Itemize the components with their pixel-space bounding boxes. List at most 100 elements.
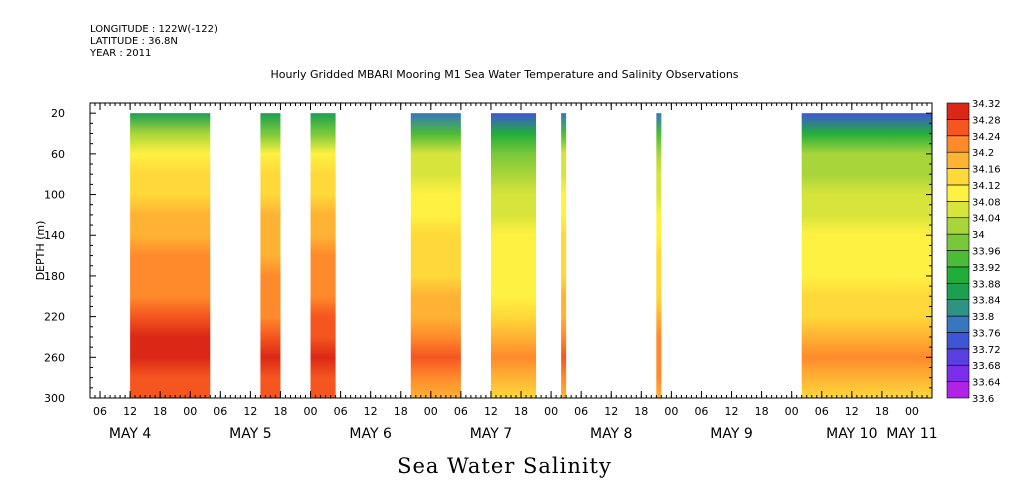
data-segment <box>561 113 567 398</box>
colorbar-cell <box>946 364 970 382</box>
colorbar-label: 34.08 <box>972 197 1001 208</box>
colorbar-cell <box>946 266 970 284</box>
x-tick-label: 12 <box>484 405 498 418</box>
colorbar-label: 33.76 <box>972 328 1001 339</box>
year-label: YEAR : 2011 <box>90 48 152 59</box>
colorbar-label: 34.28 <box>972 115 1001 126</box>
x-tick-label: 12 <box>725 405 739 418</box>
colorbar-cell <box>946 315 970 333</box>
colorbar-cell <box>946 348 970 366</box>
x-day-label: MAY 5 <box>229 426 271 442</box>
colorbar-label: 34.2 <box>972 148 994 159</box>
x-tick-label: 18 <box>634 405 648 418</box>
colorbar-label: 34.12 <box>972 181 1001 192</box>
x-tick-label: 12 <box>604 405 618 418</box>
colorbar-cell <box>946 201 970 219</box>
x-tick-label: 18 <box>755 405 769 418</box>
x-tick-label: 00 <box>424 405 438 418</box>
colorbar-cell <box>946 233 970 251</box>
x-day-label: MAY 10 <box>826 426 877 442</box>
x-tick-label: 00 <box>544 405 558 418</box>
x-tick-label: 18 <box>514 405 528 418</box>
data-segment <box>656 113 662 398</box>
y-axis-label: DEPTH (m) <box>34 221 47 281</box>
colorbar-label: 33.64 <box>972 378 1001 389</box>
colorbar-cell <box>946 119 970 137</box>
colorbar-cell <box>946 332 970 350</box>
y-tick-label: 220 <box>44 311 65 324</box>
data-segment <box>310 113 336 398</box>
colorbar-label: 34.32 <box>972 99 1001 110</box>
x-day-label: MAY 8 <box>590 426 632 442</box>
chart-title: Hourly Gridded MBARI Mooring M1 Sea Wate… <box>270 68 739 81</box>
data-segment <box>490 113 537 398</box>
x-day-label: MAY 11 <box>886 426 937 442</box>
colorbar-cell <box>946 135 970 153</box>
x-tick-label: 18 <box>273 405 287 418</box>
x-tick-label: 18 <box>875 405 889 418</box>
x-tick-label: 06 <box>213 405 227 418</box>
x-tick-label: 00 <box>183 405 197 418</box>
data-segments-layer <box>130 113 932 398</box>
x-day-label: MAY 6 <box>349 426 392 442</box>
x-tick-label: 12 <box>364 405 378 418</box>
colorbar-label: 33.88 <box>972 279 1001 290</box>
x-day-label: MAY 4 <box>109 426 152 442</box>
x-tick-label: 06 <box>815 405 829 418</box>
colorbar-cell <box>946 151 970 169</box>
x-tick-label: 06 <box>334 405 348 418</box>
x-tick-label: 12 <box>243 405 257 418</box>
x-tick-label: 06 <box>93 405 107 418</box>
data-segment <box>410 113 461 398</box>
y-tick-label: 140 <box>44 229 65 242</box>
colorbar-cell <box>946 250 970 268</box>
x-tick-label: 06 <box>694 405 708 418</box>
x-tick-label: 18 <box>394 405 408 418</box>
colorbar-cell <box>946 299 970 317</box>
colorbar-cell <box>946 168 970 186</box>
colorbar: 33.6 33.64 33.68 33.72 33.76 33.8 33.84 33.88 33… <box>946 99 1001 405</box>
data-segment <box>260 113 281 398</box>
colorbar-label: 33.68 <box>972 361 1001 372</box>
x-tick-label: 18 <box>153 405 167 418</box>
y-tick-label: 180 <box>44 270 65 283</box>
data-segment <box>801 113 932 398</box>
colorbar-label: 34.16 <box>972 165 1001 176</box>
x-tick-label: 00 <box>664 405 678 418</box>
x-tick-label: 00 <box>785 405 799 418</box>
colorbar-cell <box>946 282 970 300</box>
colorbar-label: 33.84 <box>972 296 1001 307</box>
x-axis: 06 12 18 00 06 12 18 00 06 12 18 00 06 12 18 00 06 12 18 00… <box>89 103 938 442</box>
colorbar-label: 33.6 <box>972 394 994 405</box>
y-tick-label: 60 <box>51 148 65 161</box>
x-day-label: MAY 9 <box>710 426 752 442</box>
colorbar-label: 33.8 <box>972 312 994 323</box>
x-tick-label: 00 <box>304 405 318 418</box>
variable-label: Sea Water Salinity <box>397 454 612 478</box>
data-segment <box>130 113 211 398</box>
x-tick-label: 06 <box>454 405 468 418</box>
colorbar-label: 34 <box>972 230 985 241</box>
colorbar-cell <box>946 102 970 120</box>
x-tick-label: 06 <box>574 405 588 418</box>
colorbar-label: 33.92 <box>972 263 1001 274</box>
x-day-label: MAY 7 <box>470 426 512 442</box>
latitude-label: LATITUDE : 36.8N <box>90 36 178 47</box>
y-tick-label: 20 <box>51 107 65 120</box>
y-tick-label: 100 <box>44 189 65 202</box>
colorbar-cell <box>946 184 970 202</box>
y-axis: 20 60 100 140 180 220 260 300 DEPTH (m) <box>34 107 932 405</box>
x-tick-label: 12 <box>123 405 137 418</box>
longitude-label: LONGITUDE : 122W(-122) <box>90 24 218 35</box>
y-tick-label: 260 <box>44 351 65 364</box>
colorbar-label: 33.96 <box>972 247 1001 258</box>
colorbar-label: 33.72 <box>972 345 1001 356</box>
x-tick-label: 12 <box>845 405 859 418</box>
colorbar-label: 34.24 <box>972 132 1001 143</box>
colorbar-label: 34.04 <box>972 214 1001 225</box>
colorbar-cell <box>946 217 970 235</box>
colorbar-cell <box>946 381 970 399</box>
y-tick-label: 300 <box>44 392 65 405</box>
x-tick-label: 00 <box>905 405 919 418</box>
